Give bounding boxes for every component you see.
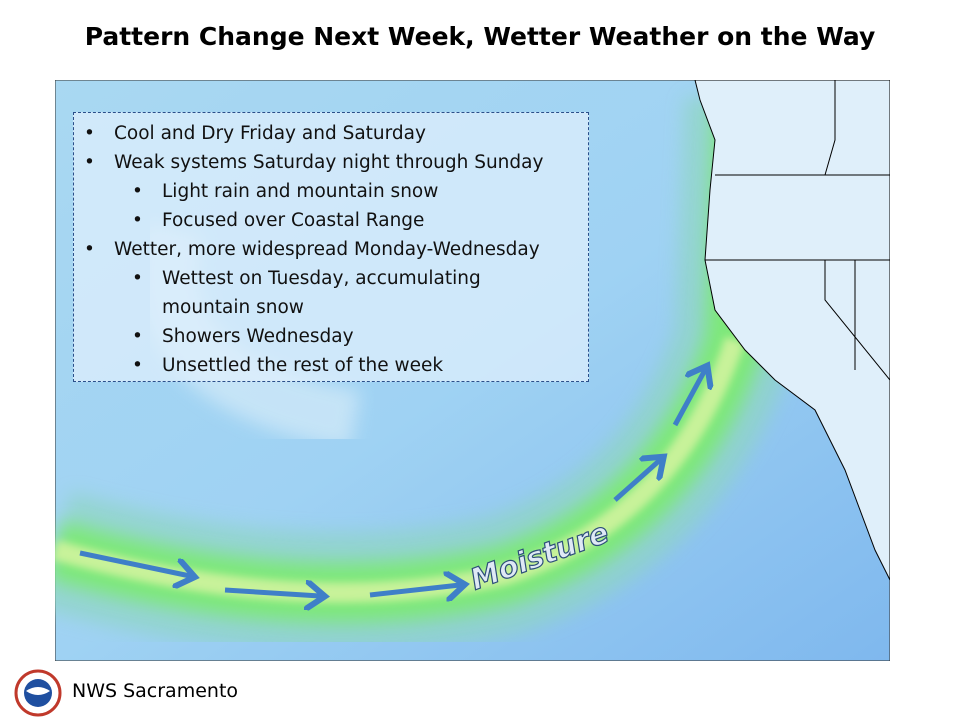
bullet-box: Cool and Dry Friday and SaturdayWeak sys… (73, 112, 589, 382)
slide-title: Pattern Change Next Week, Wetter Weather… (84, 22, 876, 51)
sub-bullet: Focused over Coastal Range (74, 206, 588, 235)
footer-text: NWS Sacramento (72, 680, 239, 702)
sub-bullet: Light rain and mountain snow (74, 177, 588, 206)
bullet: Cool and Dry Friday and Saturday (74, 119, 588, 148)
sub-bullet: Unsettled the rest of the week (74, 351, 588, 380)
bullet: Weak systems Saturday night through Sund… (74, 148, 588, 177)
flow-arrows (79, 370, 705, 596)
sub-bullet: Showers Wednesday (74, 322, 588, 351)
bullet-list: Cool and Dry Friday and SaturdayWeak sys… (74, 119, 588, 380)
sub-bullet: Wettest on Tuesday, accumulating mountai… (74, 264, 588, 322)
bullet: Wetter, more widespread Monday-Wednesday (74, 235, 588, 264)
logo (14, 669, 62, 717)
